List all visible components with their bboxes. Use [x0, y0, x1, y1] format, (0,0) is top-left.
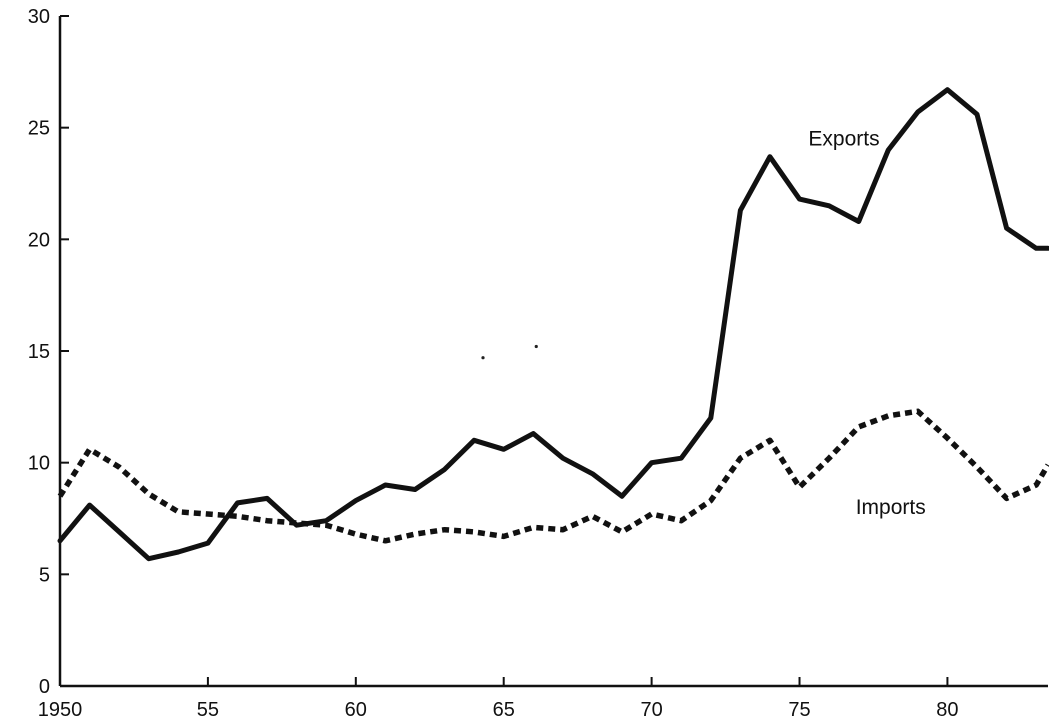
- y-tick-label: 10: [28, 453, 50, 475]
- chart-axes: [58, 16, 1048, 688]
- x-tick-label: 75: [788, 699, 810, 721]
- x-tick-label: 65: [493, 699, 515, 721]
- x-axis-ticks: 1950 55 60 65 70 75 80: [38, 677, 959, 721]
- stray-dot: [481, 356, 485, 360]
- y-tick-label: 5: [39, 564, 50, 586]
- x-tick-label: 1950: [38, 699, 83, 721]
- y-axis-ticks: 0 5 10 15 20 25 30: [28, 6, 69, 698]
- y-tick-label: 15: [28, 341, 50, 363]
- imports-point: [977, 467, 978, 468]
- imports-point: [355, 534, 356, 535]
- y-tick-label: 30: [28, 6, 50, 28]
- x-tick-label: 55: [197, 699, 219, 721]
- y-tick-label: 0: [39, 676, 50, 698]
- x-tick-label: 80: [936, 699, 958, 721]
- stray-dot: [534, 344, 538, 349]
- imports-point: [148, 493, 149, 494]
- exports-line: [57, 87, 1049, 562]
- imports-point: [592, 516, 593, 517]
- x-tick-label: 70: [640, 699, 662, 721]
- imports-point: [799, 487, 800, 488]
- imports-point: [474, 531, 475, 532]
- imports-point: [178, 511, 179, 512]
- imports-point: [237, 516, 238, 517]
- imports-point: [533, 527, 534, 528]
- imports-point: [858, 426, 859, 427]
- imports-line: [57, 408, 1049, 544]
- imports-label: Imports: [856, 496, 926, 519]
- imports-point: [622, 531, 623, 532]
- y-tick-label: 20: [28, 229, 50, 251]
- imports-point: [414, 534, 415, 535]
- y-tick-label: 25: [28, 118, 50, 140]
- x-tick-label: 60: [345, 699, 367, 721]
- series-labels: Exports Imports: [808, 128, 926, 519]
- exports-label: Exports: [808, 128, 879, 151]
- series-layer: [57, 87, 1049, 562]
